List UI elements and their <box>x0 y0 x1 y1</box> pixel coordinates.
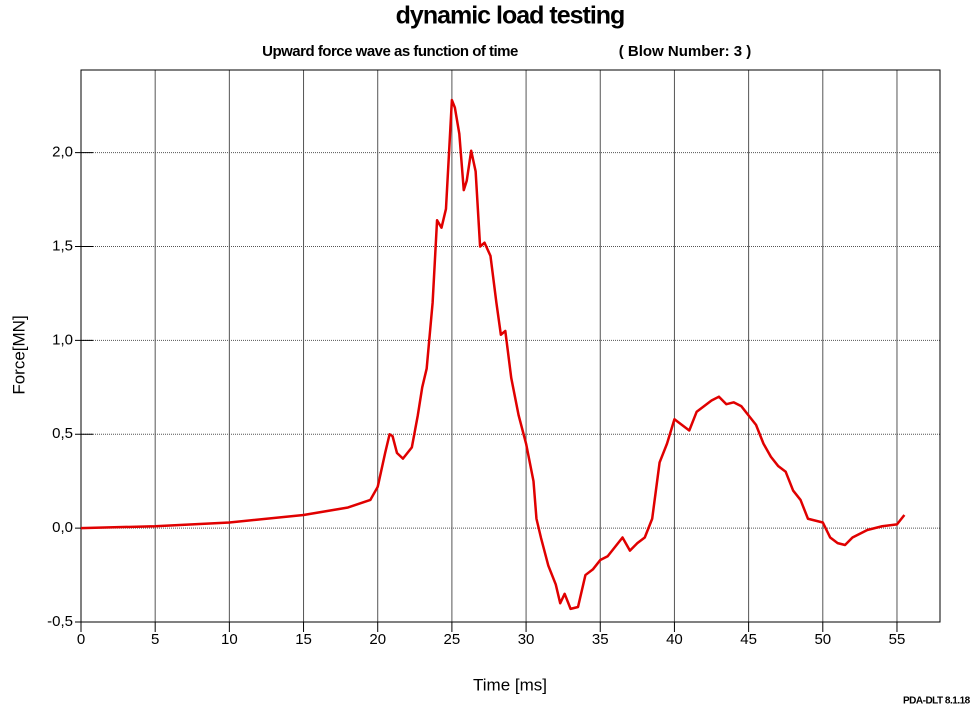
line-series <box>80 98 906 611</box>
x-tick-label: 40 <box>666 631 683 648</box>
x-tick-label: 35 <box>592 631 609 648</box>
x-tick-label: 55 <box>889 631 906 648</box>
chart-subtitle: Upward force wave as function of time <box>262 43 518 60</box>
annotation: ( Blow Number: 3 ) <box>619 43 752 60</box>
y-tick-label: 2,0 <box>52 144 73 161</box>
footer: PDA-DLT 8.1.18 <box>903 696 971 707</box>
x-tick-label: 30 <box>518 631 535 648</box>
chart-title: dynamic load testing <box>396 2 625 30</box>
y-tick-label: 1,5 <box>52 237 73 254</box>
x-tick-label: 0 <box>77 631 85 648</box>
x-tick-label: 45 <box>740 631 757 648</box>
y-tick-label: 0,5 <box>52 425 73 442</box>
y-tick-label: 0,0 <box>52 519 73 536</box>
x-tick-label: 25 <box>444 631 461 648</box>
x-axis-label: Time [ms] <box>473 675 547 694</box>
x-tick-label: 15 <box>295 631 312 648</box>
x-tick-label: 20 <box>369 631 386 648</box>
x-tick-label: 10 <box>221 631 238 648</box>
y-tick-label: 1,0 <box>52 331 73 348</box>
x-tick-label: 5 <box>151 631 159 648</box>
plot-frame <box>80 69 941 623</box>
y-tick-label: -0,5 <box>47 613 73 630</box>
x-tick-label: 50 <box>814 631 831 648</box>
y-axis-label: Force[MN] <box>9 315 28 394</box>
